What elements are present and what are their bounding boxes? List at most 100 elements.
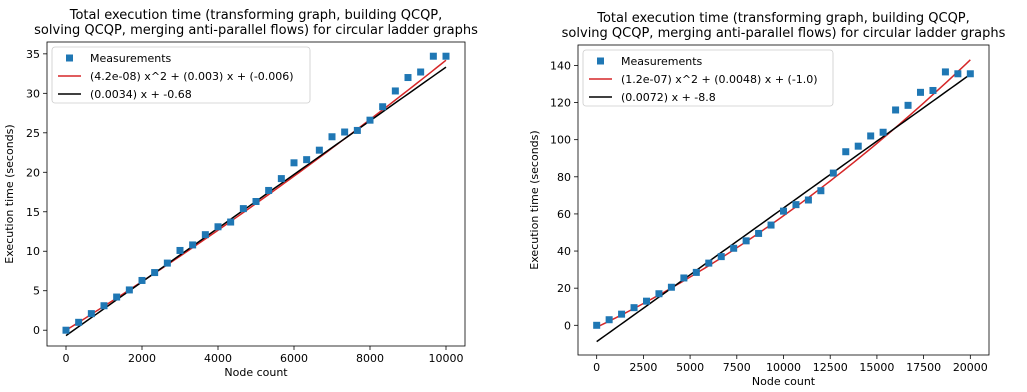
legend-marker bbox=[597, 57, 604, 65]
x-tick-label: 17500 bbox=[906, 361, 941, 374]
data-point bbox=[605, 316, 613, 324]
x-tick-label: 10000 bbox=[429, 352, 464, 365]
data-point bbox=[667, 283, 675, 291]
legend-label: (0.0072) x + -8.8 bbox=[621, 91, 716, 104]
data-point bbox=[829, 169, 837, 177]
x-tick-label: 6000 bbox=[280, 352, 308, 365]
chart-title-line: Total execution time (transforming graph… bbox=[596, 11, 970, 26]
data-point bbox=[966, 70, 974, 78]
data-point bbox=[854, 142, 862, 150]
data-point bbox=[717, 253, 725, 261]
x-axis-label: Node count bbox=[224, 366, 288, 379]
data-point bbox=[366, 116, 374, 124]
chart-left: 0 2000 4000 6000 8000 10000 0 5 10 15 20 25 30 35 Node… bbox=[3, 8, 478, 379]
axes-frame bbox=[577, 44, 990, 356]
data-point bbox=[176, 246, 184, 254]
data-point bbox=[353, 126, 361, 134]
y-tick-label: 20 bbox=[26, 166, 40, 179]
legend-box bbox=[51, 46, 311, 104]
data-point bbox=[75, 318, 83, 326]
data-point bbox=[113, 293, 121, 301]
chart-title-line: solving QCQP, merging anti-parallel flow… bbox=[562, 26, 1006, 41]
data-point bbox=[941, 68, 949, 76]
chart-right: 0 2500 5000 7500 10000 12500 15000 17500 20000 0 2… bbox=[528, 11, 1006, 388]
data-point bbox=[252, 198, 260, 206]
data-point bbox=[630, 304, 638, 312]
data-point bbox=[804, 196, 812, 204]
x-tick-label: 7500 bbox=[723, 361, 751, 374]
data-point bbox=[730, 244, 738, 252]
data-point bbox=[954, 70, 962, 78]
legend-box bbox=[582, 49, 834, 107]
chart-title-line: Total execution time (transforming graph… bbox=[69, 8, 443, 23]
data-point bbox=[214, 223, 222, 231]
data-point bbox=[817, 187, 825, 195]
data-point bbox=[842, 148, 850, 156]
data-point bbox=[391, 87, 399, 95]
plot-area bbox=[593, 59, 974, 343]
y-axis-label: Execution time (seconds) bbox=[3, 124, 16, 263]
data-point bbox=[692, 268, 700, 276]
x-tick-label: 4000 bbox=[204, 352, 232, 365]
data-point bbox=[929, 86, 937, 94]
data-point bbox=[239, 205, 247, 213]
y-tick-label: 35 bbox=[26, 48, 40, 61]
x-tick-label: 15000 bbox=[859, 361, 894, 374]
data-point bbox=[916, 88, 924, 96]
y-tick-label: 120 bbox=[550, 97, 571, 110]
data-point bbox=[904, 101, 912, 109]
data-point bbox=[303, 156, 311, 164]
y-tick-label: 140 bbox=[550, 59, 571, 72]
data-point bbox=[755, 229, 763, 237]
data-point bbox=[201, 231, 209, 239]
data-point bbox=[780, 207, 787, 215]
data-point bbox=[618, 310, 626, 318]
data-point bbox=[100, 302, 108, 310]
y-tick-label: 60 bbox=[557, 208, 571, 221]
data-point bbox=[315, 146, 323, 154]
data-point bbox=[643, 297, 651, 305]
x-tick-label: 2000 bbox=[128, 352, 156, 365]
data-point bbox=[163, 259, 171, 267]
y-tick-label: 0 bbox=[33, 324, 40, 337]
data-point bbox=[277, 175, 285, 183]
data-point bbox=[705, 259, 713, 267]
data-point bbox=[429, 52, 437, 60]
data-point bbox=[125, 286, 133, 294]
data-point bbox=[379, 103, 387, 111]
x-tick-label: 0 bbox=[593, 361, 600, 374]
x-tick-label: 12500 bbox=[813, 361, 848, 374]
data-point bbox=[767, 221, 775, 229]
data-point bbox=[404, 74, 412, 82]
data-point bbox=[792, 201, 800, 209]
legend-label: (0.0034) x + -0.68 bbox=[90, 88, 192, 101]
data-point bbox=[442, 52, 450, 60]
data-point bbox=[655, 290, 663, 298]
y-axis-label: Execution time (seconds) bbox=[528, 130, 541, 269]
legend-marker bbox=[66, 54, 73, 62]
data-point bbox=[151, 269, 159, 277]
data-point bbox=[87, 310, 95, 318]
x-tick-label: 2500 bbox=[629, 361, 657, 374]
axes-frame bbox=[46, 41, 466, 347]
x-tick-label: 5000 bbox=[676, 361, 704, 374]
legend-label: (1.2e-07) x^2 + (0.0048) x + (-1.0) bbox=[621, 73, 818, 86]
y-tick-label: 100 bbox=[550, 134, 571, 147]
x-tick-label: 0 bbox=[63, 352, 70, 365]
data-point bbox=[341, 128, 349, 136]
data-point bbox=[189, 241, 197, 249]
y-tick-label: 20 bbox=[557, 282, 571, 295]
chart-title-line: solving QCQP, merging anti-parallel flow… bbox=[34, 23, 478, 38]
data-point bbox=[680, 274, 688, 282]
y-tick-label: 25 bbox=[26, 127, 40, 140]
data-point bbox=[265, 186, 273, 194]
data-point bbox=[62, 326, 70, 334]
data-point bbox=[879, 128, 887, 136]
y-tick-label: 10 bbox=[26, 245, 40, 258]
data-point bbox=[867, 132, 875, 140]
y-tick-label: 80 bbox=[557, 171, 571, 184]
y-tick-label: 30 bbox=[26, 87, 40, 100]
legend-label: (4.2e-08) x^2 + (0.003) x + (-0.006) bbox=[90, 70, 294, 83]
x-tick-label: 20000 bbox=[953, 361, 988, 374]
